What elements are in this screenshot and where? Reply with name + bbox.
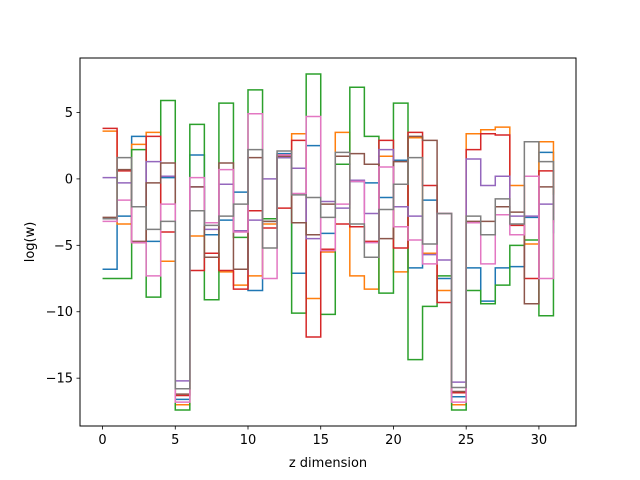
series-line-8 [102,140,555,390]
x-axis-label: z dimension [289,456,367,471]
x-tick-label: 25 [458,433,475,448]
y-axis-label: log(w) [23,222,38,263]
y-tick-label: −10 [46,305,73,320]
y-tick-label: 0 [65,172,73,187]
x-tick-label: 0 [98,433,106,448]
series-line-7 [102,113,555,403]
series-line-6 [102,135,555,395]
y-axis-ticks: −15 −10 −5 0 5 [46,106,80,387]
x-axis-ticks: 0 5 10 15 20 25 30 [98,426,547,448]
x-tick-label: 20 [385,433,402,448]
x-tick-label: 15 [312,433,329,448]
series-layer [102,73,555,411]
x-tick-label: 30 [531,433,548,448]
series-line-5 [102,148,555,383]
y-tick-label: −15 [46,372,73,387]
x-tick-label: 10 [240,433,257,448]
plot-frame [79,57,577,427]
y-tick-label: 5 [65,106,73,121]
x-tick-label: 5 [171,433,179,448]
y-tick-label: −5 [54,239,73,254]
